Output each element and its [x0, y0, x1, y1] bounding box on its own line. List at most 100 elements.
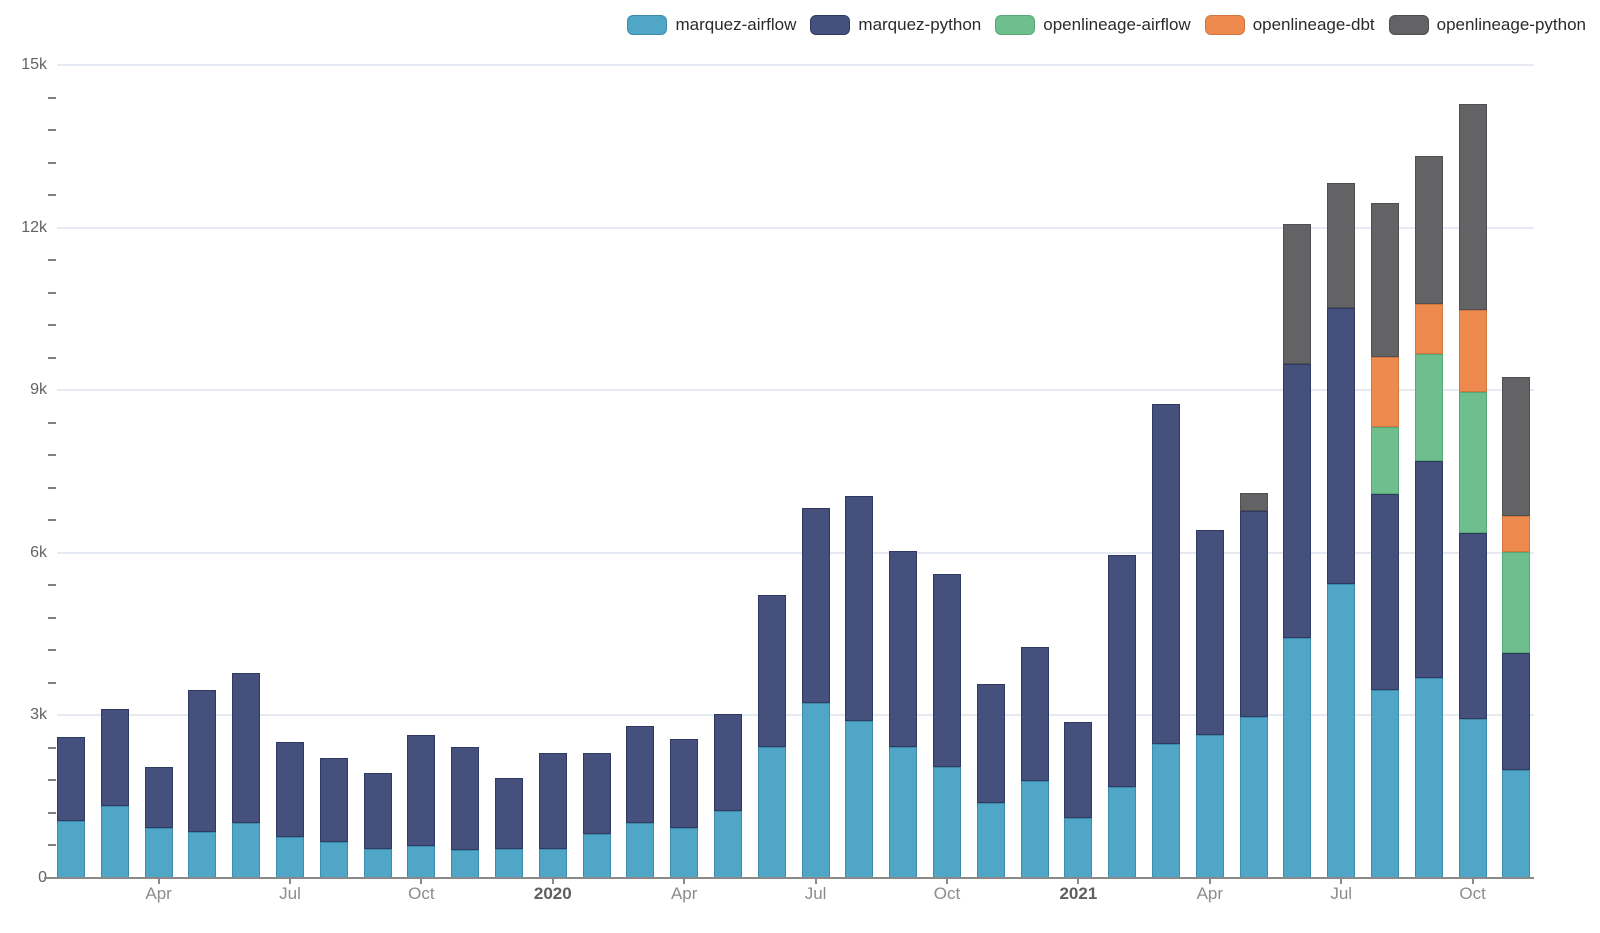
bar-segment-marquez-python-2021-03[interactable]	[1152, 403, 1180, 745]
bar-segment-marquez-airflow-2019-04[interactable]	[144, 827, 173, 878]
legend-item-openlineage-python[interactable]: openlineage-python	[1388, 15, 1586, 35]
bar-segment-marquez-python-2020-06[interactable]	[757, 595, 786, 747]
bar-segment-openlineage-python-2021-08[interactable]	[1371, 203, 1399, 357]
bar-segment-marquez-python-2020-03[interactable]	[626, 726, 655, 824]
bar-segment-marquez-python-2020-08[interactable]	[845, 495, 874, 722]
y-minor-tick	[48, 746, 56, 749]
bar-segment-marquez-airflow-2019-08[interactable]	[319, 841, 348, 878]
bar-segment-marquez-airflow-2021-11[interactable]	[1502, 769, 1531, 878]
bar-segment-marquez-python-2020-11[interactable]	[976, 683, 1005, 804]
bar-segment-marquez-airflow-2021-06[interactable]	[1283, 637, 1312, 878]
bar-segment-openlineage-airflow-2021-09[interactable]	[1414, 354, 1443, 461]
bar-segment-marquez-python-2019-06[interactable]	[232, 672, 261, 824]
bar-segment-marquez-airflow-2020-01[interactable]	[538, 849, 567, 878]
bar-segment-openlineage-airflow-2021-08[interactable]	[1371, 426, 1399, 494]
legend-item-openlineage-airflow[interactable]: openlineage-airflow	[995, 15, 1191, 35]
bar-segment-marquez-airflow-2019-07[interactable]	[276, 836, 304, 878]
legend-item-marquez-airflow[interactable]: marquez-airflow	[627, 15, 796, 35]
bar-segment-openlineage-airflow-2021-10[interactable]	[1458, 392, 1487, 533]
bar-segment-marquez-airflow-2021-03[interactable]	[1152, 744, 1180, 878]
legend-item-openlineage-dbt[interactable]: openlineage-dbt	[1204, 15, 1375, 35]
x-tick-label-Jul: Jul	[279, 884, 301, 903]
bar-segment-marquez-airflow-2019-06[interactable]	[232, 823, 261, 878]
bar-segment-marquez-airflow-2019-05[interactable]	[188, 832, 217, 878]
bar-segment-marquez-python-2021-06[interactable]	[1283, 363, 1312, 638]
bar-segment-openlineage-airflow-2021-11[interactable]	[1502, 552, 1531, 654]
y-minor-tick	[48, 161, 56, 164]
bar-segment-marquez-airflow-2019-02[interactable]	[57, 821, 85, 878]
bar-segment-marquez-python-2021-11[interactable]	[1502, 653, 1531, 770]
bar-segment-marquez-python-2020-07[interactable]	[801, 507, 830, 703]
bar-segment-marquez-python-2019-03[interactable]	[100, 709, 129, 807]
bar-segment-openlineage-dbt-2021-09[interactable]	[1414, 304, 1443, 355]
bar-segment-openlineage-python-2021-10[interactable]	[1458, 104, 1487, 310]
bar-segment-openlineage-python-2021-05[interactable]	[1239, 492, 1268, 511]
bar-segment-marquez-airflow-2021-08[interactable]	[1371, 690, 1399, 878]
bar-segment-marquez-python-2019-05[interactable]	[188, 690, 217, 833]
bar-segment-marquez-python-2020-09[interactable]	[889, 550, 918, 747]
bar-segment-marquez-airflow-2020-02[interactable]	[582, 834, 611, 878]
y-tick-label-9k: 9k	[30, 381, 47, 399]
bar-segment-marquez-airflow-2020-05[interactable]	[714, 810, 742, 878]
x-tick-label-Apr: Apr	[670, 884, 698, 903]
bar-segment-marquez-airflow-2021-09[interactable]	[1414, 678, 1443, 878]
bar-segment-marquez-airflow-2020-06[interactable]	[757, 746, 786, 878]
bar-segment-marquez-python-2019-10[interactable]	[407, 735, 436, 847]
x-tick-mark-Apr	[683, 878, 686, 884]
bar-segment-marquez-python-2020-02[interactable]	[582, 753, 611, 835]
x-tick-mark-Apr	[157, 878, 160, 884]
bar-segment-marquez-airflow-2021-05[interactable]	[1239, 717, 1268, 878]
bar-segment-marquez-python-2019-12[interactable]	[495, 777, 523, 849]
bar-segment-marquez-python-2021-02[interactable]	[1108, 554, 1137, 788]
bar-segment-marquez-python-2021-05[interactable]	[1239, 510, 1268, 718]
bar-segment-marquez-airflow-2021-02[interactable]	[1108, 787, 1137, 878]
bar-segment-marquez-airflow-2020-08[interactable]	[845, 721, 874, 878]
bar-segment-marquez-python-2021-01[interactable]	[1064, 722, 1093, 819]
bar-segment-marquez-airflow-2019-09[interactable]	[363, 848, 392, 878]
bar-segment-marquez-airflow-2020-09[interactable]	[889, 746, 918, 878]
bar-segment-marquez-python-2019-08[interactable]	[319, 757, 348, 842]
legend-swatch-marquez-python	[810, 15, 851, 35]
bar-segment-openlineage-dbt-2021-08[interactable]	[1371, 356, 1399, 427]
legend-item-marquez-python[interactable]: marquez-python	[810, 15, 981, 35]
bar-segment-marquez-python-2021-04[interactable]	[1195, 530, 1224, 735]
bar-segment-marquez-python-2020-10[interactable]	[933, 573, 961, 768]
bar-segment-marquez-airflow-2021-04[interactable]	[1195, 734, 1224, 878]
bar-segment-marquez-airflow-2021-10[interactable]	[1458, 718, 1487, 878]
bar-segment-marquez-airflow-2020-07[interactable]	[801, 702, 830, 878]
bar-segment-marquez-python-2019-04[interactable]	[144, 767, 173, 828]
bar-segment-marquez-python-2021-09[interactable]	[1414, 460, 1443, 678]
bar-segment-marquez-python-2021-10[interactable]	[1458, 532, 1487, 719]
bar-segment-marquez-python-2021-08[interactable]	[1371, 493, 1399, 691]
bar-segment-marquez-airflow-2020-10[interactable]	[933, 767, 961, 878]
y-minor-tick	[48, 421, 56, 424]
bar-segment-marquez-airflow-2020-03[interactable]	[626, 823, 655, 878]
bar-segment-marquez-python-2019-09[interactable]	[363, 772, 392, 849]
bar-segment-openlineage-python-2021-11[interactable]	[1502, 376, 1531, 517]
bar-segment-marquez-python-2019-11[interactable]	[451, 746, 480, 851]
bar-segment-openlineage-dbt-2021-11[interactable]	[1502, 516, 1531, 553]
bar-segment-marquez-airflow-2020-11[interactable]	[976, 803, 1005, 878]
bar-segment-openlineage-dbt-2021-10[interactable]	[1458, 309, 1487, 393]
bar-segment-openlineage-python-2021-06[interactable]	[1283, 224, 1312, 364]
legend-swatch-openlineage-dbt	[1204, 15, 1245, 35]
bar-segment-marquez-airflow-2019-03[interactable]	[100, 806, 129, 878]
y-minor-tick	[48, 681, 56, 684]
bar-segment-marquez-python-2019-02[interactable]	[57, 737, 85, 822]
bar-segment-marquez-python-2021-07[interactable]	[1327, 308, 1356, 585]
bar-segment-marquez-airflow-2021-07[interactable]	[1327, 584, 1356, 878]
bar-segment-marquez-airflow-2020-12[interactable]	[1020, 780, 1049, 878]
bar-segment-openlineage-python-2021-09[interactable]	[1414, 155, 1443, 304]
bar-segment-marquez-airflow-2019-10[interactable]	[407, 846, 436, 878]
bar-segment-marquez-airflow-2021-01[interactable]	[1064, 818, 1093, 878]
bar-segment-marquez-python-2019-07[interactable]	[276, 741, 304, 837]
bar-segment-marquez-airflow-2019-12[interactable]	[495, 848, 523, 878]
bar-segment-marquez-python-2020-04[interactable]	[670, 739, 699, 829]
bar-segment-marquez-airflow-2019-11[interactable]	[451, 850, 480, 878]
bar-segment-marquez-python-2020-01[interactable]	[538, 753, 567, 849]
bar-segment-marquez-python-2020-12[interactable]	[1020, 647, 1049, 781]
bar-segment-marquez-python-2020-05[interactable]	[714, 713, 742, 811]
legend-label-marquez-airflow: marquez-airflow	[675, 15, 797, 34]
bar-segment-marquez-airflow-2020-04[interactable]	[670, 828, 699, 878]
bar-segment-openlineage-python-2021-07[interactable]	[1327, 182, 1356, 309]
